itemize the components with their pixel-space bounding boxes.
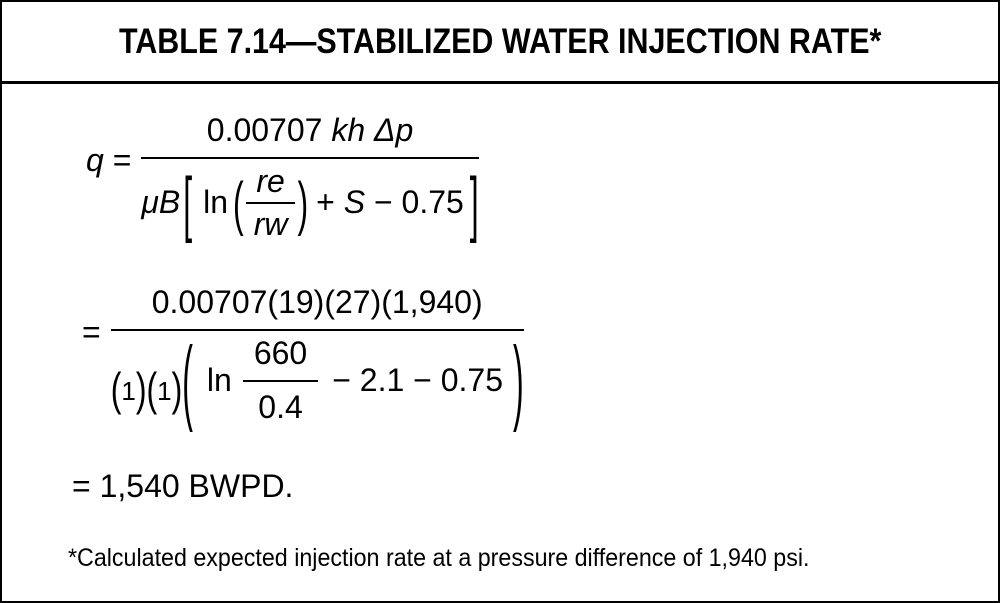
equation-numeric: = 0.00707(19)(27)(1,940) ( 1 ) ( 1 ) ( l…	[82, 282, 524, 434]
value-one-2: 1	[157, 375, 172, 406]
value-660: 660	[242, 336, 319, 382]
right-paren-one-2: )	[171, 362, 183, 416]
fraction-1-denominator: μB [ ln ( re rw ) + S − 0.75 ]	[141, 159, 478, 241]
equation-symbolic: q = 0.00707 kh Δp μB [ ln ( re rw ) + S …	[86, 110, 479, 241]
fraction-2-denominator: ( 1 ) ( 1 ) ( ln 660 0.4 − 2.1 − 0.75 )	[111, 326, 524, 434]
fraction-re-rw: re rw	[245, 163, 296, 241]
ln-operator-2: ln	[206, 361, 232, 398]
table-title-bar: TABLE 7.14—STABILIZED WATER INJECTION RA…	[2, 2, 998, 84]
left-bracket: [	[183, 162, 193, 243]
left-paren-re-rw: (	[233, 169, 244, 236]
fraction-1: 0.00707 kh Δp μB [ ln ( re rw ) + S − 0.…	[141, 110, 479, 241]
big-right-paren: )	[513, 326, 524, 434]
var-re: re	[245, 163, 296, 204]
unity-factors: ( 1 ) ( 1 )	[111, 366, 183, 412]
equals-sign-1: =	[103, 142, 132, 178]
value-one-1: 1	[121, 375, 136, 406]
coefficient: 0.00707	[206, 112, 332, 148]
right-paren-one-1: )	[135, 362, 147, 416]
right-bracket: ]	[469, 162, 479, 243]
plus-sign: +	[316, 184, 344, 221]
skin-term: + S − 0.75	[316, 183, 464, 221]
fraction-2-numerator: 0.00707(19)(27)(1,940)	[110, 282, 524, 331]
numeric-tail: − 2.1 − 0.75	[332, 361, 504, 398]
var-kh: kh	[331, 112, 375, 148]
left-paren-one-1: (	[110, 362, 122, 416]
var-delta-p: Δp	[374, 112, 414, 148]
ln-operator-1: ln	[203, 184, 229, 221]
value-04: 0.4	[258, 389, 303, 425]
right-paren-re-rw: )	[297, 169, 309, 236]
equals-sign-2: =	[82, 314, 101, 350]
minus-075: − 0.75	[365, 184, 464, 221]
equation2-lhs: =	[82, 313, 101, 351]
fraction-660-04: 660 0.4	[242, 336, 319, 425]
fraction-2: 0.00707(19)(27)(1,940) ( 1 ) ( 1 ) ( ln …	[110, 282, 524, 434]
table-title: TABLE 7.14—STABILIZED WATER INJECTION RA…	[118, 21, 882, 61]
var-rw: rw	[246, 204, 296, 241]
table-footnote: *Calculated expected injection rate at a…	[68, 544, 810, 572]
left-paren-one-2: (	[146, 362, 158, 416]
var-rw-text: rw	[253, 206, 288, 242]
var-mu-B: μB	[141, 184, 181, 221]
equation-result: = 1,540 BWPD.	[72, 468, 294, 504]
big-left-paren: (	[182, 326, 193, 434]
equation1-lhs: q =	[86, 141, 131, 179]
var-re-text: re	[256, 163, 285, 199]
var-S: S	[343, 184, 366, 221]
var-q: q	[86, 142, 104, 178]
fraction-1-numerator: 0.00707 kh Δp	[141, 110, 479, 159]
